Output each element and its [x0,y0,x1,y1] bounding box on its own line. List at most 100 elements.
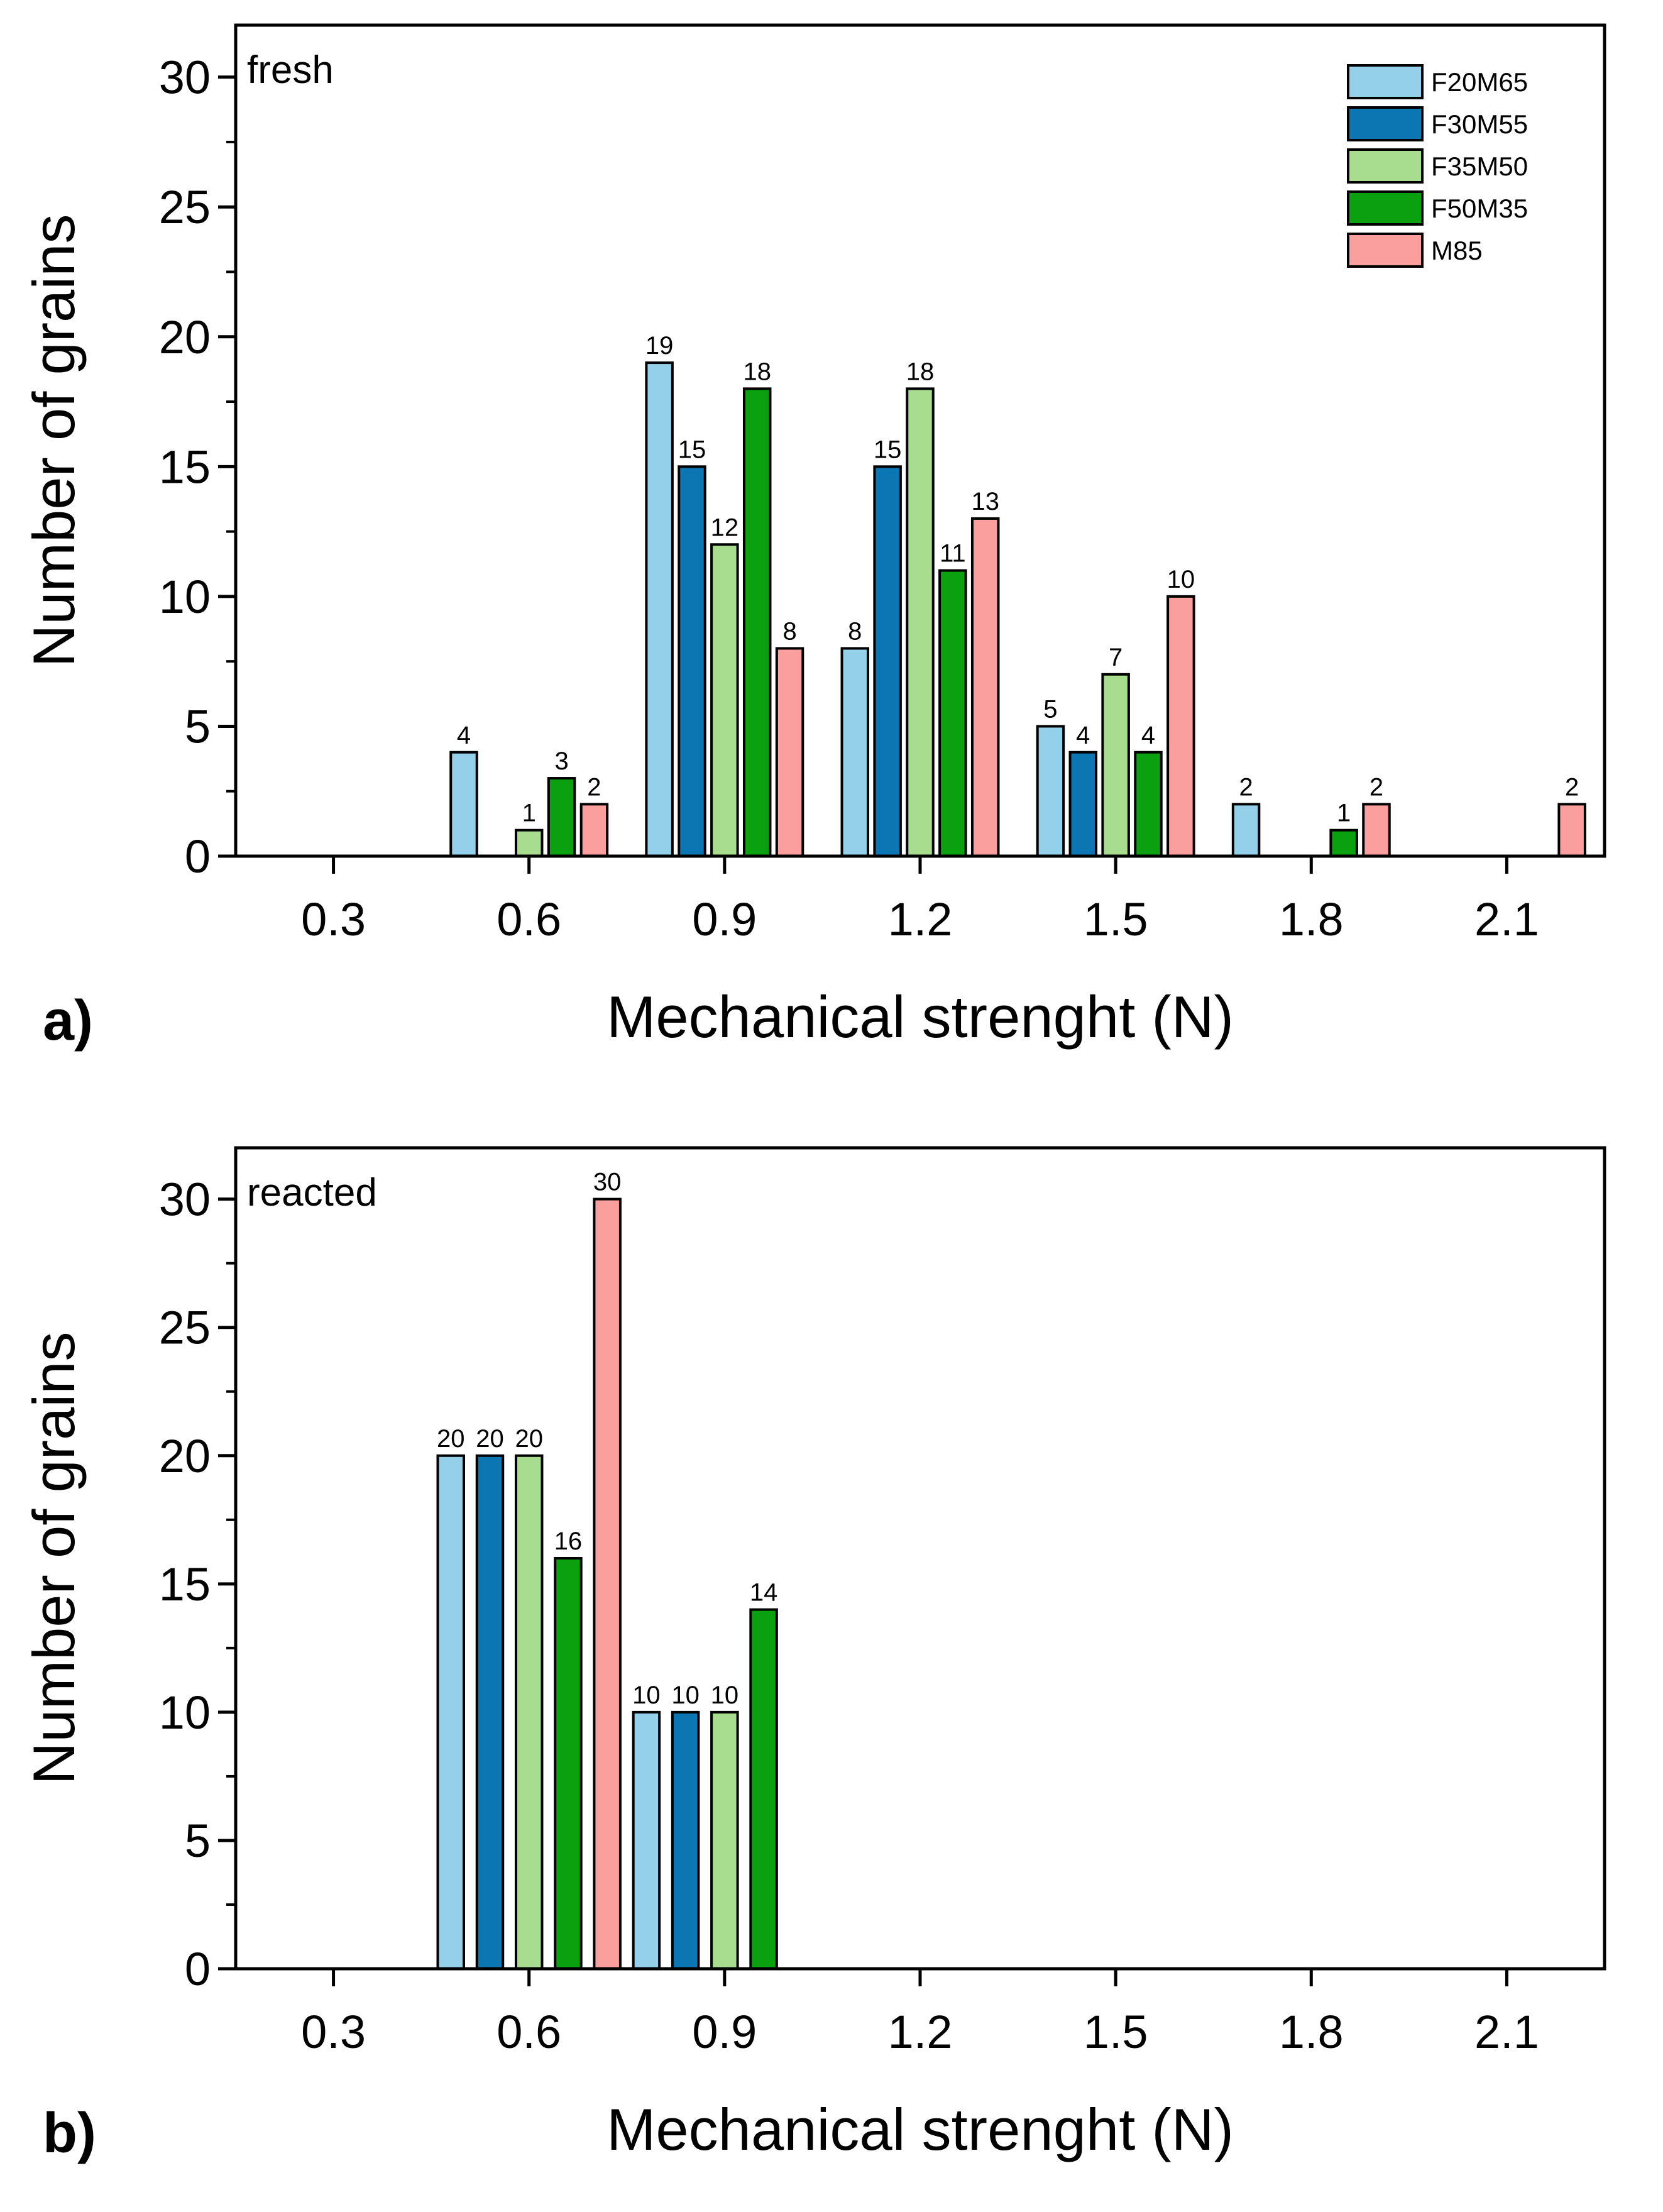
bar [710,1710,739,1970]
x-tick-label: 0.9 [692,893,757,945]
data-label: 11 [940,540,966,568]
bar [449,751,478,857]
x-tick-label: 2.1 [1474,893,1539,945]
data-label: 2 [587,773,601,801]
x-axis-title: Mechanical strenght (N) [606,984,1234,1050]
legend-item-F20M65: F20M65 [1347,64,1528,99]
x-tick-label: 0.9 [692,2006,757,2058]
bar [436,1454,465,1970]
bar [873,465,902,857]
legend-swatch [1347,190,1424,226]
legend-item-F50M35: F50M35 [1347,190,1528,226]
legend-label: F30M55 [1431,109,1528,139]
data-label: 8 [782,618,796,646]
legend-item-M85: M85 [1347,233,1483,268]
legend-swatch [1347,148,1424,184]
y-tick-label: 0 [185,830,211,883]
data-label: 18 [743,358,771,385]
bar [671,1710,700,1970]
bar [970,517,1000,857]
data-label: 2 [1565,773,1579,801]
y-tick-label: 25 [159,1302,211,1354]
legend-swatch [1347,64,1424,99]
bar [514,1454,544,1970]
data-label: 16 [554,1527,583,1555]
y-tick-label: 15 [159,441,211,493]
panel-label: reacted [247,1171,377,1214]
data-label: 5 [1043,695,1057,723]
y-tick-label: 0 [185,1943,211,1995]
data-label: 15 [678,436,706,463]
bar [749,1608,778,1970]
y-tick-label: 5 [185,700,211,752]
y-tick-label: 20 [159,1430,211,1482]
data-label: 14 [750,1579,778,1607]
data-label: 7 [1109,644,1122,671]
legend-item-F35M50: F35M50 [1347,148,1528,184]
bar [1231,803,1261,857]
series-F30M55: 15 15 4 [678,436,1098,857]
legend-label: M85 [1431,236,1483,265]
data-label: 10 [671,1681,700,1709]
data-label: 4 [1141,722,1155,749]
legend-item-F30M55: F30M55 [1347,106,1528,141]
bar [1166,595,1195,857]
bar [1557,803,1586,857]
y-axis: 0 5 10 15 20 25 30 [159,52,236,883]
panel-letter: a) [43,989,93,1052]
y-axis-title: Number of grains [21,214,87,668]
x-tick-label: 0.3 [301,893,366,945]
data-label: 15 [874,436,902,463]
bar [514,828,544,857]
data-label: 18 [906,358,935,385]
y-tick-label: 10 [159,571,211,623]
x-tick-label: 1.5 [1084,2006,1148,2058]
y-tick-label: 10 [159,1687,211,1739]
data-label: 19 [645,332,674,360]
x-tick-label: 1.2 [888,2006,953,2058]
y-axis-title: Number of grains [21,1332,87,1785]
data-label: 1 [1337,800,1351,827]
data-label: 10 [711,1681,739,1709]
legend: F20M65 F30M55 F35M50 F50M35 M85 [1347,64,1528,268]
x-tick-label: 1.8 [1279,2006,1344,2058]
panel-label: fresh [247,48,334,92]
bar [593,1197,622,1970]
bar [742,387,772,857]
data-label: 20 [437,1425,465,1453]
data-label: 1 [522,800,536,827]
bar [547,777,576,857]
data-label: 8 [848,618,862,646]
data-label: 2 [1239,773,1253,801]
data-label: 4 [1076,722,1090,749]
legend-swatch [1347,233,1424,268]
bar [1101,673,1130,857]
bar [710,543,739,857]
series-M85: 30 [593,1169,622,1970]
data-label: 10 [1167,566,1195,593]
legend-swatch [1347,106,1424,141]
bar [840,647,870,857]
x-axis: 0.3 0.6 0.9 1.2 1.5 1.8 2.1 [301,856,1539,945]
bar [645,361,674,857]
series-M85: 2 8 13 10 2 2 [579,488,1586,857]
data-label: 30 [593,1169,622,1196]
x-tick-label: 1.2 [888,893,953,945]
bar [1329,828,1358,857]
data-label: 10 [632,1681,661,1709]
bar [579,803,609,857]
x-tick-label: 2.1 [1474,2006,1539,2058]
bar [1068,751,1098,857]
bar [554,1557,583,1970]
bar [938,569,967,857]
y-axis: 0 5 10 15 20 25 30 [159,1174,236,1995]
data-label: 12 [711,514,739,541]
x-axis: 0.3 0.6 0.9 1.2 1.5 1.8 2.1 [301,1969,1539,2058]
bar [632,1710,661,1970]
